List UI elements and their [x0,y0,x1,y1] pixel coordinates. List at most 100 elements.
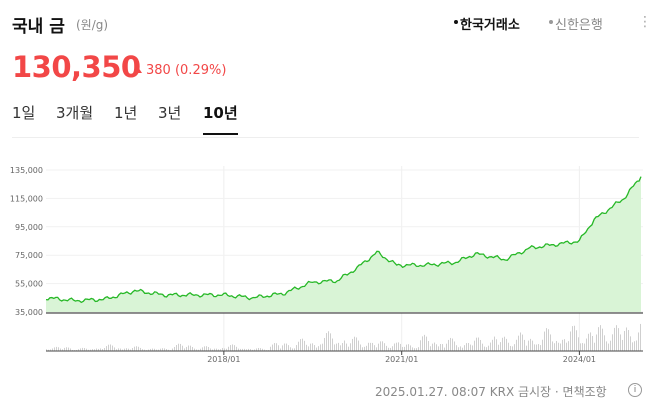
volume-bar [472,345,473,351]
volume-bar [460,346,461,351]
volume-bar [356,337,357,351]
volume-bar [260,348,261,351]
volume-bar [212,349,213,351]
volume-bar [104,348,105,351]
volume-bar [532,340,533,351]
change-percent: (0.29%) [174,63,227,78]
tab-1d[interactable]: 1일 [12,104,36,122]
volume-bar [60,348,61,351]
y-tick-label: 115,000 [10,194,43,203]
volume-bar [106,346,107,351]
volume-bar [602,328,603,351]
volume-bar [310,343,311,351]
volume-bar [502,337,503,351]
volume-bar [538,344,539,351]
volume-bar [604,335,605,351]
volume-bar [588,333,589,351]
y-tick-label: 135,000 [10,166,43,175]
y-tick-label: 75,000 [15,251,43,260]
volume-bar [362,347,363,351]
volume-bar [140,347,141,351]
volume-bar [304,340,305,351]
volume-bar [548,329,549,351]
volume-bar [180,343,181,351]
volume-bar [56,346,57,351]
change-value: 380 [146,63,171,78]
tab-1y[interactable]: 1년 [114,104,138,122]
volume-bar [292,348,293,351]
x-tick-label: 2021/01 [385,355,418,364]
volume-bar [506,338,507,351]
volume-bar [414,348,415,351]
info-icon[interactable]: i [628,383,642,397]
volume-bar [342,343,343,351]
volume-bar [78,349,79,351]
volume-bar [592,335,593,351]
volume-bar [352,338,353,351]
volume-bar [102,349,103,351]
volume-bar [158,349,159,351]
source-krx-tab[interactable]: 한국거래소 [460,18,520,33]
volume-bar [622,339,623,351]
volume-bar [488,345,489,351]
volume-bar [360,344,361,351]
volume-bar [426,336,427,351]
volume-bar [442,344,443,351]
volume-bar [126,348,127,351]
volume-bar [72,349,73,351]
volume-bar [76,349,77,351]
source-shinhan-tab[interactable]: 신한은행 [555,18,603,33]
volume-bar [560,343,561,351]
volume-bar [578,337,579,351]
volume-bar [576,330,577,351]
volume-bar [150,348,151,351]
volume-bar [58,347,59,351]
volume-bar [412,347,413,351]
volume-bar [338,342,339,351]
volume-bar [300,339,301,351]
volume-bar [410,345,411,351]
volume-bar [478,337,479,351]
volume-bar [382,341,383,351]
volume-bar [250,349,251,351]
volume-bar [470,344,471,351]
volume-bar [236,346,237,351]
volume-bar [68,347,69,351]
volume-bar [186,346,187,351]
volume-bar [632,342,633,351]
volume-bar [334,344,335,351]
volume-bar [154,348,155,351]
volume-bar [336,343,337,351]
volume-bar [386,345,387,351]
volume-bar [434,342,435,351]
volume-bar [400,343,401,351]
volume-bar [128,348,129,351]
volume-bar [568,341,569,351]
volume-bar [278,345,279,351]
volume-bar [514,344,515,351]
volume-bar [138,346,139,351]
y-tick-label: 35,000 [15,308,43,317]
volume-bar [112,345,113,351]
volume-bar [520,332,521,351]
volume-bar [408,344,409,351]
up-triangle-icon [134,67,142,73]
volume-bar [190,345,191,351]
tab-10y[interactable]: 10년 [203,102,238,135]
tab-3m[interactable]: 3개월 [56,104,94,122]
volume-bar [238,348,239,351]
volume-bar [90,349,91,351]
volume-bar [364,346,365,351]
volume-bar [194,348,195,351]
volume-bar [136,346,137,351]
volume-bar [596,334,597,351]
volume-bar [214,348,215,351]
kebab-icon[interactable]: ⋮ [638,14,651,30]
volume-bar [248,348,249,351]
volume-bar [614,327,615,351]
volume-bar [82,347,83,351]
volume-bar [312,343,313,351]
tab-3y[interactable]: 3년 [158,104,182,122]
volume-bar [222,347,223,351]
price-chart[interactable]: 135,000 115,000 95,000 75,000 55,000 35,000 20… [0,150,651,365]
